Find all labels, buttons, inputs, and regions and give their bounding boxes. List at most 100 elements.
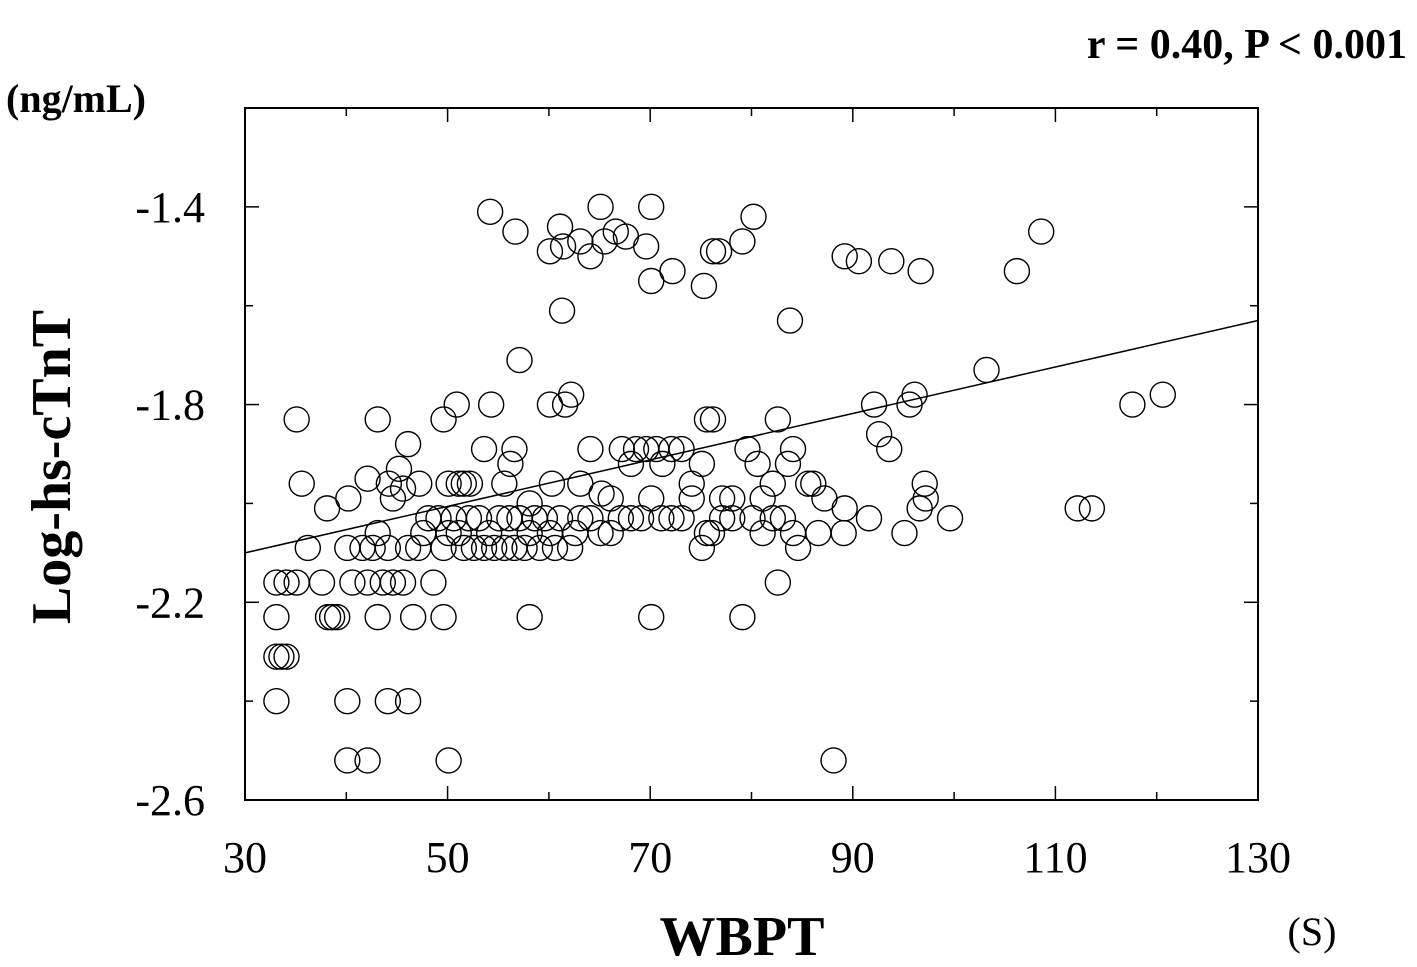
data-point <box>430 603 457 631</box>
data-point <box>907 257 934 285</box>
data-point <box>668 505 695 532</box>
data-point <box>1003 257 1031 285</box>
data-point <box>379 569 407 596</box>
data-point <box>567 470 594 497</box>
stats-annotation: r = 0.40, P < 0.001 <box>1087 22 1407 68</box>
data-point <box>263 569 290 596</box>
data-point <box>588 480 615 507</box>
data-point <box>375 470 403 497</box>
data-point <box>587 193 614 221</box>
data-point <box>749 519 776 547</box>
data-point <box>562 519 589 547</box>
data-point <box>440 505 467 532</box>
data-point <box>591 228 618 255</box>
data-point <box>445 519 472 547</box>
data-point <box>288 470 315 497</box>
data-point <box>800 470 827 497</box>
data-point <box>502 218 529 245</box>
data-point <box>776 307 804 334</box>
data-point <box>678 470 705 497</box>
data-point <box>364 519 391 547</box>
data-point <box>263 643 290 670</box>
data-point <box>425 505 452 532</box>
data-point <box>420 569 447 596</box>
data-point <box>430 406 457 433</box>
data-point <box>901 381 928 408</box>
data-point <box>638 193 665 221</box>
data-point <box>546 505 574 532</box>
data-point <box>622 435 650 463</box>
data-point <box>855 505 883 532</box>
data-point <box>385 455 413 483</box>
data-point <box>845 248 873 275</box>
data-point <box>394 430 422 458</box>
data-point <box>405 534 432 562</box>
data-point <box>516 490 543 517</box>
data-point <box>729 228 756 255</box>
data-point <box>896 391 923 418</box>
x-tick-label: 30 <box>223 833 267 882</box>
data-point <box>268 643 295 670</box>
data-point <box>820 747 847 774</box>
data-point <box>470 534 498 562</box>
data-point <box>526 534 553 562</box>
data-point <box>556 534 584 562</box>
data-point <box>516 519 543 547</box>
data-point <box>450 470 478 497</box>
data-point <box>617 505 645 532</box>
data-point <box>369 569 396 596</box>
data-point <box>406 470 433 497</box>
data-point <box>389 569 417 596</box>
data-point <box>491 470 518 497</box>
data-point <box>779 435 807 463</box>
data-point <box>876 435 903 463</box>
y-axis-title: Log-hs-cTnT <box>21 310 83 624</box>
data-point <box>638 485 665 512</box>
data-point <box>708 485 736 512</box>
y-axis-unit: (ng/mL) <box>6 76 146 121</box>
data-point <box>551 391 579 418</box>
data-point <box>764 569 792 596</box>
data-point <box>597 519 624 547</box>
data-point <box>318 603 346 631</box>
data-point <box>831 495 858 522</box>
data-point <box>334 687 361 715</box>
data-point <box>541 534 569 562</box>
data-point <box>389 475 417 502</box>
data-point <box>617 450 645 478</box>
x-tick-label: 50 <box>426 833 470 882</box>
trend-line <box>244 319 1259 554</box>
data-point <box>597 485 624 512</box>
data-point <box>936 505 964 532</box>
data-point <box>769 505 797 532</box>
data-point <box>693 519 721 547</box>
data-point <box>273 643 300 670</box>
data-point <box>1078 495 1106 522</box>
data-point <box>450 534 478 562</box>
data-point <box>699 406 727 433</box>
data-point <box>774 450 802 478</box>
data-point <box>739 505 766 532</box>
data-point <box>649 450 676 478</box>
data-point <box>455 505 483 532</box>
data-point <box>678 485 705 512</box>
data-point <box>764 406 792 433</box>
data-point <box>476 198 504 226</box>
data-point <box>557 381 585 408</box>
data-point <box>577 505 604 532</box>
data-point <box>364 603 391 631</box>
data-point <box>486 505 513 532</box>
data-point <box>699 238 727 265</box>
tick-labels: 30 50 70 90 110 130 -2.6 -2.2 -1.8 -1.4 <box>135 183 1291 882</box>
data-point <box>430 534 457 562</box>
data-point <box>445 470 472 497</box>
data-point <box>607 505 635 532</box>
data-point <box>456 470 484 497</box>
data-point <box>263 603 290 631</box>
data-point <box>536 391 564 418</box>
data-point <box>602 218 629 245</box>
data-point <box>973 356 1000 384</box>
data-point <box>744 450 771 478</box>
data-point <box>549 233 577 260</box>
data-point <box>349 534 376 562</box>
